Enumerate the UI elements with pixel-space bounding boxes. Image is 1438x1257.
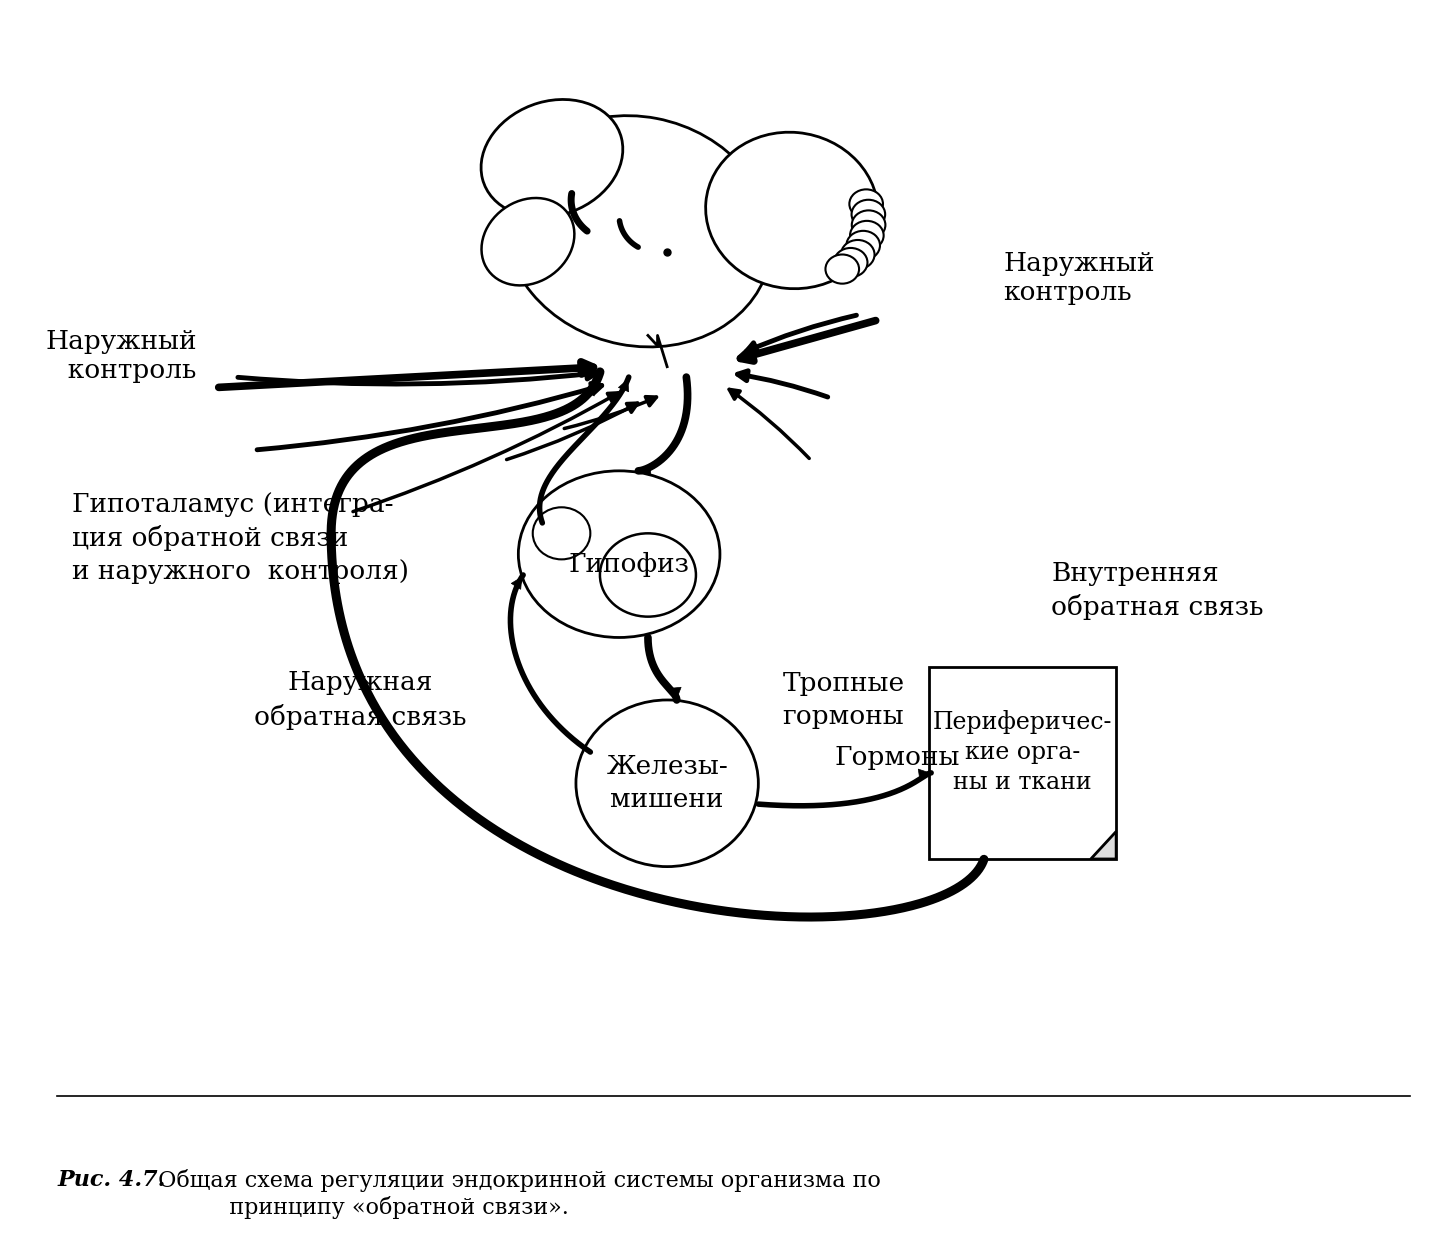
Text: Наружный
контроль: Наружный контроль: [1004, 251, 1155, 305]
Text: Общая схема регуляции эндокринной системы организма по
           принципу «обра: Общая схема регуляции эндокринной систем…: [151, 1169, 881, 1218]
Ellipse shape: [482, 199, 574, 285]
Ellipse shape: [850, 190, 883, 219]
Text: Железы-
мишени: Железы- мишени: [607, 754, 728, 812]
Text: Периферичес-
кие орга-
ны и ткани: Периферичес- кие орга- ны и ткани: [933, 710, 1112, 794]
Text: Гормоны: Гормоны: [835, 744, 961, 769]
Text: Наружный
  контроль: Наружный контроль: [45, 329, 197, 383]
Ellipse shape: [851, 200, 886, 229]
Text: Рис. 4.7.: Рис. 4.7.: [58, 1169, 165, 1192]
Text: Наружная
обратная связь: Наружная обратная связь: [253, 670, 466, 729]
Ellipse shape: [850, 221, 883, 250]
Polygon shape: [1091, 832, 1116, 859]
Ellipse shape: [505, 116, 772, 347]
Text: Гипоталамус (интегра-
ция обратной связи
и наружного  контроля): Гипоталамус (интегра- ция обратной связи…: [72, 491, 408, 585]
Ellipse shape: [482, 99, 623, 217]
Ellipse shape: [825, 254, 858, 284]
Text: Внутренняя
обратная связь: Внутренняя обратная связь: [1051, 561, 1264, 620]
Text: Тропные
гормоны: Тропные гормоны: [782, 671, 905, 729]
Ellipse shape: [518, 471, 720, 637]
Ellipse shape: [841, 240, 874, 269]
Ellipse shape: [834, 248, 867, 277]
Ellipse shape: [532, 508, 591, 559]
FancyBboxPatch shape: [929, 666, 1116, 860]
Ellipse shape: [577, 700, 758, 866]
Text: Гипофиз: Гипофиз: [568, 552, 689, 577]
Ellipse shape: [851, 210, 886, 240]
Ellipse shape: [847, 231, 880, 260]
Ellipse shape: [706, 132, 879, 289]
